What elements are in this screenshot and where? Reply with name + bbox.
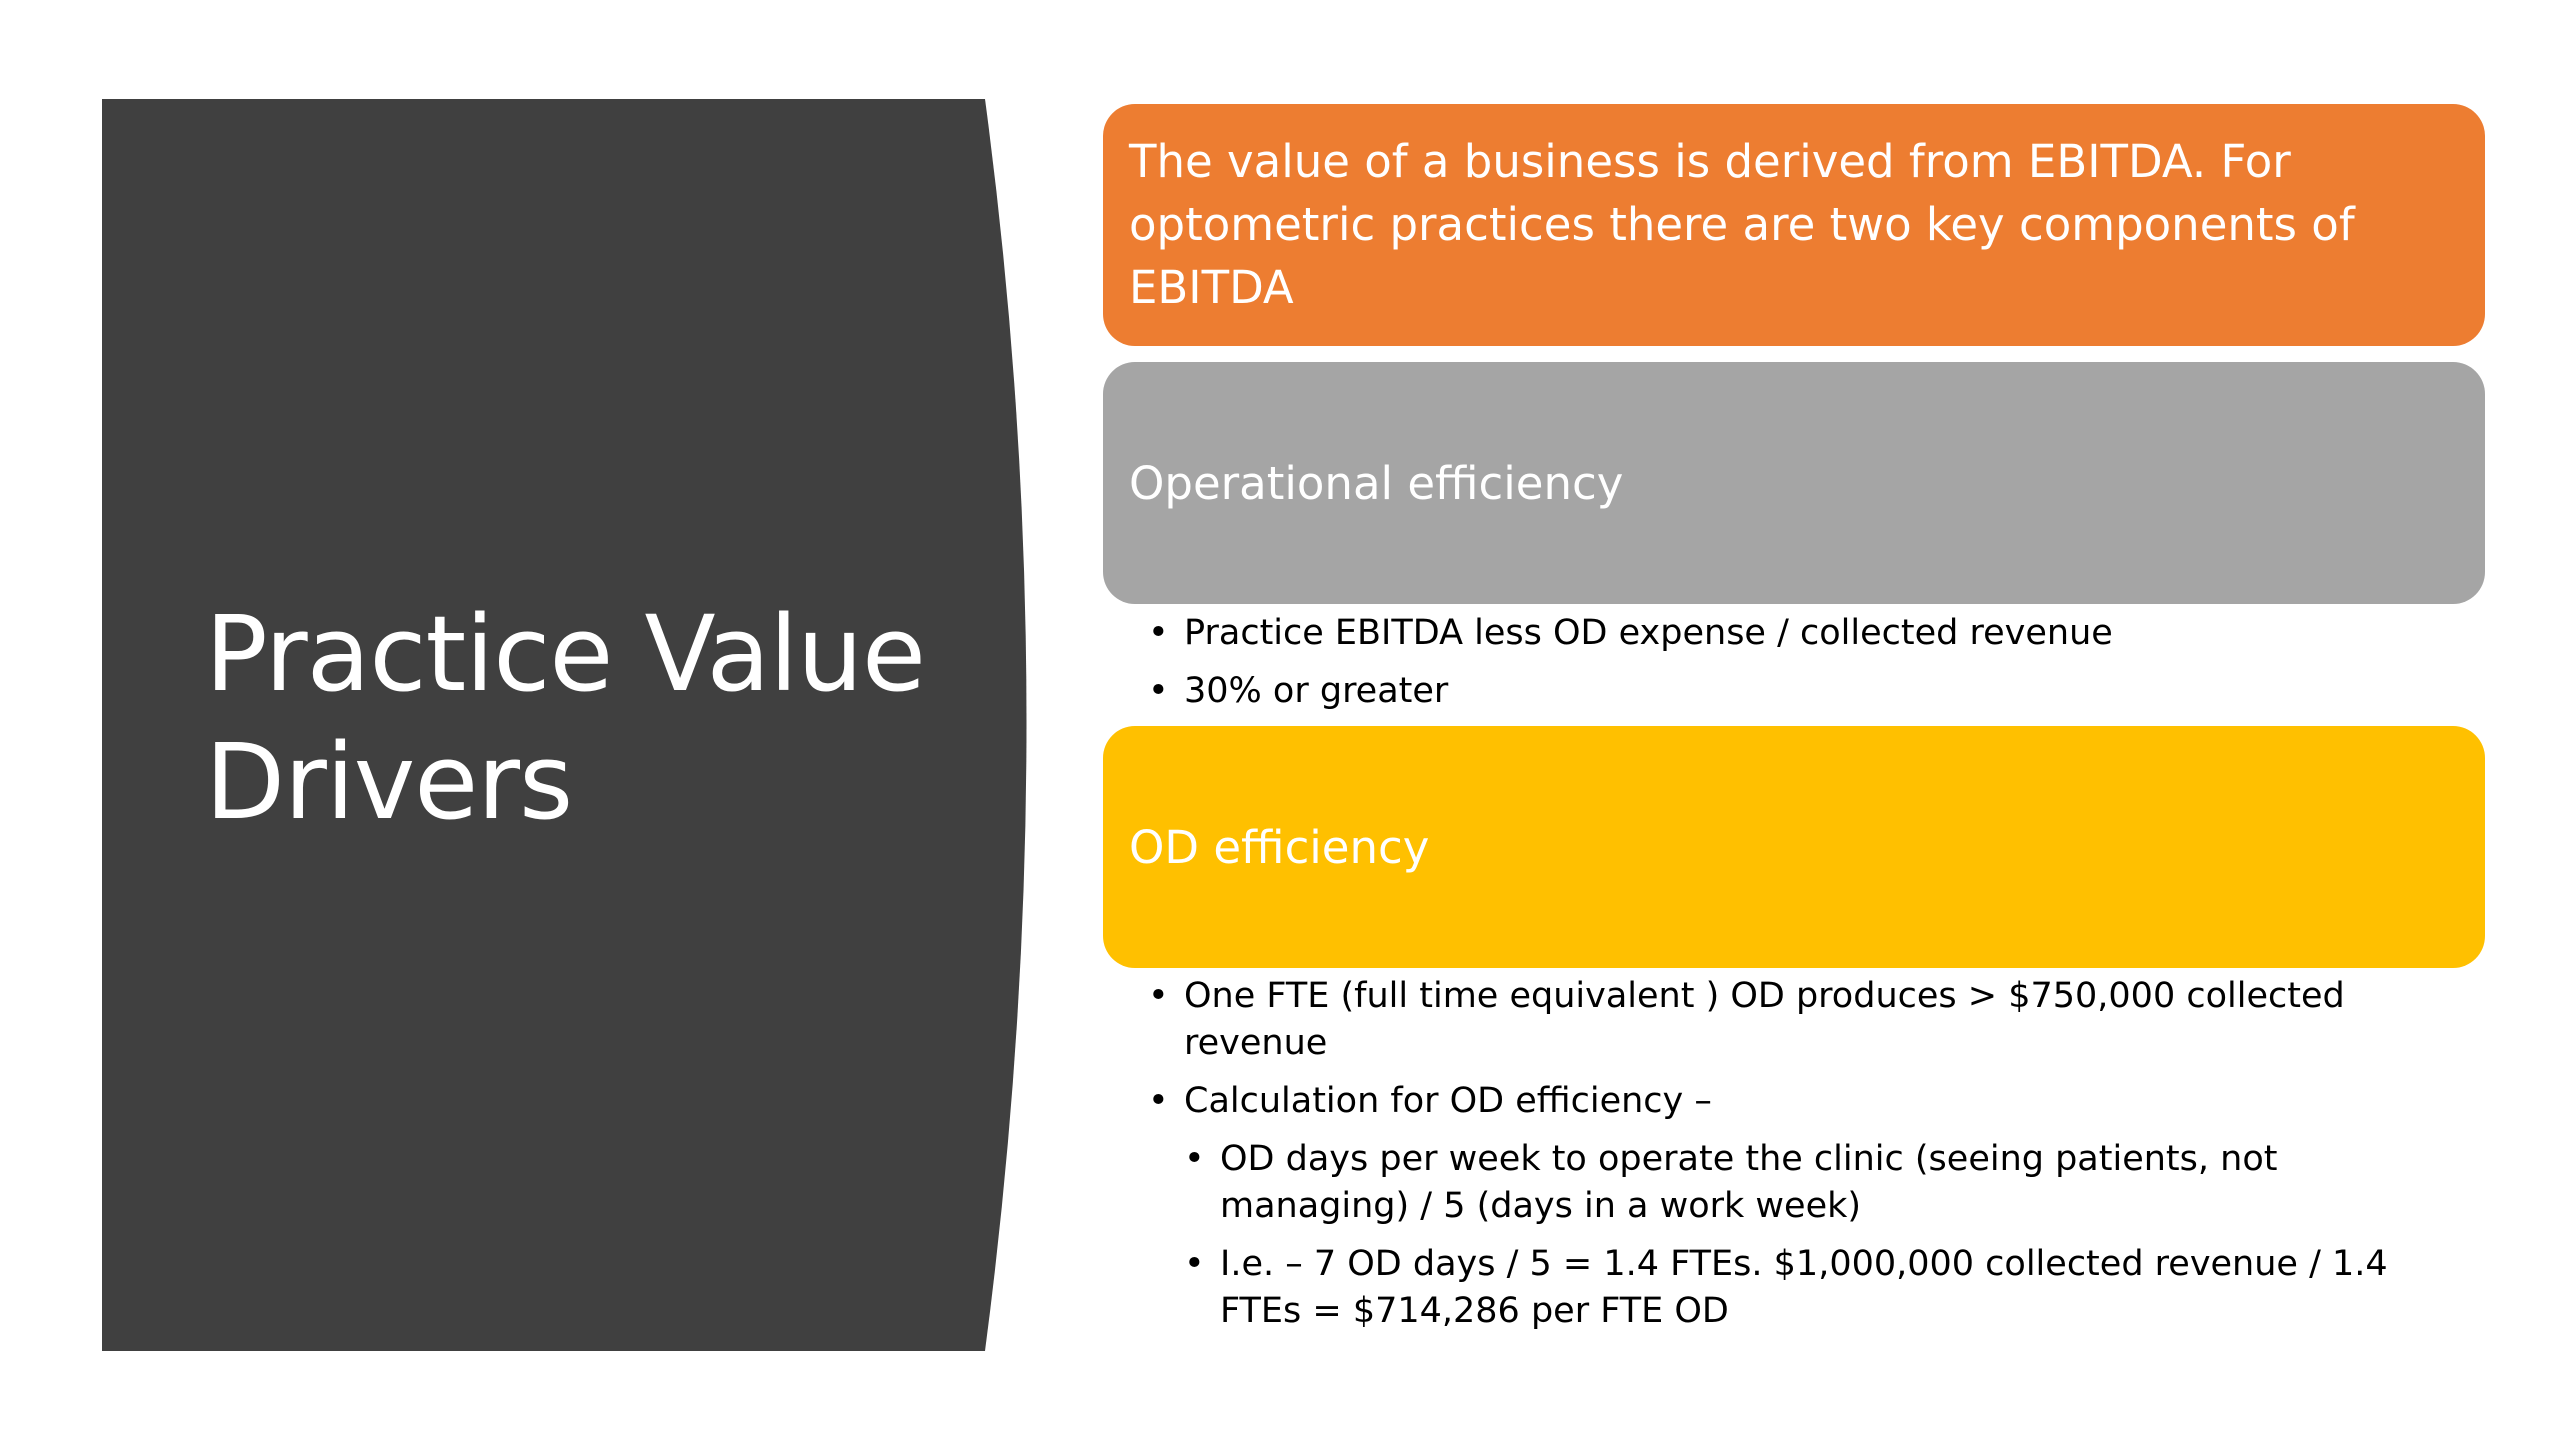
sub-bullet-item: OD days per week to operate the clinic (… (1184, 1136, 2458, 1230)
bullet-item: 30% or greater (1148, 668, 2468, 715)
bullet-item: Calculation for OD efficiency – (1148, 1078, 2458, 1125)
slide-title: Practice Value Drivers (205, 593, 926, 843)
bullet-item: Practice EBITDA less OD expense / collec… (1148, 610, 2468, 657)
sub-bullet-item: I.e. – 7 OD days / 5 = 1.4 FTEs. $1,000,… (1184, 1241, 2458, 1335)
od-bullet-list: One FTE (full time equivalent ) OD produ… (1148, 973, 2458, 1346)
bullet-item: One FTE (full time equivalent ) OD produ… (1148, 973, 2458, 1067)
od-efficiency-label: OD efficiency (1129, 820, 1430, 874)
operational-efficiency-label: Operational efficiency (1129, 456, 1624, 510)
title-panel: Practice Value Drivers (0, 0, 1040, 1440)
intro-text: The value of a business is derived from … (1129, 135, 2355, 314)
od-efficiency-box: OD efficiency (1103, 726, 2485, 968)
intro-box: The value of a business is derived from … (1103, 104, 2485, 346)
operational-bullet-list: Practice EBITDA less OD expense / collec… (1148, 610, 2468, 726)
title-panel-shape (102, 99, 1027, 1351)
operational-efficiency-box: Operational efficiency (1103, 362, 2485, 604)
